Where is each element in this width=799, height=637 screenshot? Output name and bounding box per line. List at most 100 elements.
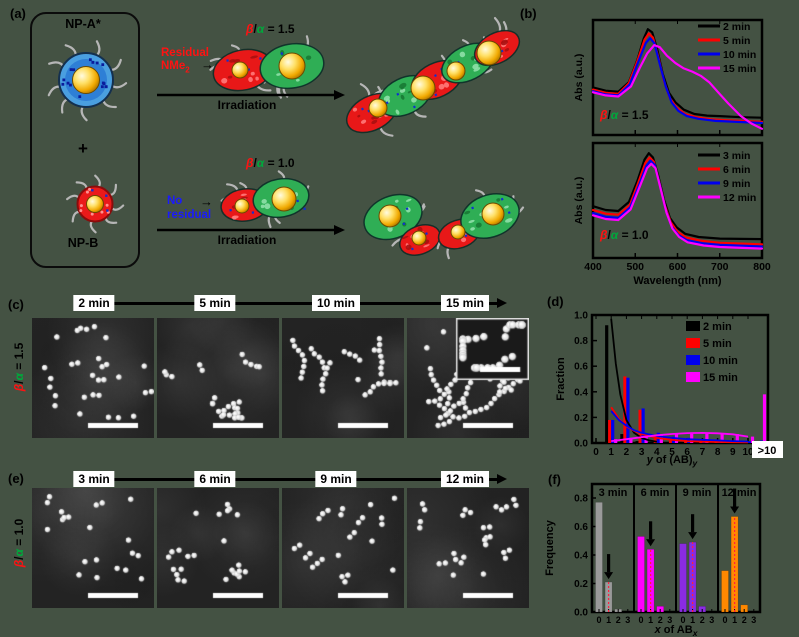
timeline-arrowhead-e-icon [497, 474, 507, 484]
legend-item: 10 min [723, 49, 756, 61]
gt10-box [752, 441, 783, 458]
panel-c-ratio-label: β/α = 1.5 [12, 342, 26, 392]
legend-item: 2 min [723, 21, 750, 33]
small-arrow-bottom-icon: → [200, 194, 213, 209]
y-tick-label: 0.4 [574, 387, 588, 398]
fit-curve [611, 431, 749, 442]
x-tick-label: 3 [639, 447, 645, 458]
x-tick-label: 4 [654, 447, 660, 458]
subpanel-title: 3 min [599, 487, 628, 499]
legend-item: 2 min [703, 321, 732, 333]
x-tick-label: 1 [690, 615, 695, 625]
bar [721, 570, 729, 613]
fit-curve [610, 410, 749, 443]
gold-core [278, 52, 306, 80]
plot-frame [590, 313, 770, 445]
absorbance-plot-top: 2 min 5 min 10 min 15 min Abs (a.u.) [573, 18, 764, 137]
y-axis-label: Abs (a.u.) [573, 54, 585, 102]
curve-12 min [591, 162, 764, 250]
x-tick-label: 7 [700, 447, 706, 458]
x-tick-label: 2 [742, 615, 747, 625]
tem-image-e-3min [32, 488, 154, 608]
x-tick-label: 3 [751, 615, 756, 625]
reactant-box [30, 12, 140, 268]
time-label-e-2: 6 min [194, 471, 236, 487]
y-tick-label: 0.8 [574, 336, 588, 347]
gold-core [86, 195, 104, 213]
x-tick-label: 0 [593, 447, 599, 458]
legend: 3 min 6 min 9 min 12 min [698, 150, 756, 204]
bars-2 min [605, 325, 639, 443]
x-axis-label: x of ABx [654, 624, 699, 637]
subpanel-title: 9 min [683, 487, 712, 499]
peak-arrowhead-icon [646, 539, 656, 547]
gold-core [481, 202, 505, 226]
time-label-c-2: 5 min [194, 295, 236, 311]
ratio-label-bottom: β/α = 1.0 [246, 156, 295, 170]
x-tick-label: 5 [669, 447, 675, 458]
legend-item: 9 min [723, 178, 750, 190]
small-arrow-top-icon: → [201, 57, 214, 72]
reaction-arrow-icon [334, 225, 345, 235]
plot-top-ratio-annotation: β/α = 1.5 [600, 108, 649, 122]
gold-core [271, 186, 297, 212]
plot-bottom-ratio-annotation: β/α = 1.0 [600, 228, 649, 242]
bar [688, 541, 697, 613]
tem-image-e-6min [157, 488, 279, 608]
x-tick-label: 400 [584, 261, 602, 273]
tem-image-c-15min [407, 318, 529, 438]
legend-item: 5 min [703, 338, 732, 350]
fit-curve [610, 318, 657, 443]
x-tick-label: 1 [732, 615, 737, 625]
y-tick-label: 0.6 [574, 522, 588, 533]
gold-core [410, 75, 436, 101]
curve-15 min [591, 43, 764, 130]
y-tick-label: 0.0 [574, 439, 588, 450]
x-tick-label: 6 [684, 447, 690, 458]
tem-image-e-12min [407, 488, 529, 608]
gold-core [450, 224, 466, 240]
x-tick-label: 3 [625, 615, 630, 625]
np-b-label: NP-B [67, 236, 99, 250]
panel-f-label: (f) [548, 472, 561, 487]
x-tick-label: 0 [596, 615, 601, 625]
panel-c-label: (c) [8, 297, 24, 312]
y-tick-label: 0.2 [574, 579, 588, 590]
gold-core [234, 198, 250, 214]
peak-arrowhead-icon [604, 572, 614, 580]
time-label-e-1: 3 min [73, 471, 115, 487]
x-tick-label: 700 [711, 261, 729, 273]
x-tick-label: 3 [667, 615, 672, 625]
gold-core [368, 98, 388, 118]
time-label-c-3: 10 min [311, 295, 361, 311]
x-tick-label: 500 [626, 261, 644, 273]
x-tick-label: 9 [730, 447, 736, 458]
legend: 2 min 5 min 10 min 15 min [698, 21, 756, 75]
time-label-e-4: 12 min [440, 471, 490, 487]
np-a-label: NP-A* [65, 17, 101, 31]
x-tick-label: 1 [606, 615, 611, 625]
gold-core [72, 66, 100, 94]
gold-core [476, 40, 502, 66]
reaction-arrow-icon [334, 90, 345, 100]
y-axis-label: Frequency [544, 519, 556, 576]
x-tick-label: 2 [624, 447, 630, 458]
y-axis-label: Abs (a.u.) [573, 177, 585, 225]
x-tick-label: 0 [638, 615, 643, 625]
x-tick-label: 0 [722, 615, 727, 625]
no-residual-line1: No [167, 195, 183, 207]
bar [679, 543, 687, 613]
legend-item: 10 min [703, 355, 738, 367]
x-tick-label: 600 [669, 261, 687, 273]
tem-image-c-5min [157, 318, 279, 438]
x-tick-label: 3 [709, 615, 714, 625]
subpanel-title: 6 min [641, 487, 670, 499]
fit-curve [610, 406, 749, 444]
peak-arrowhead-icon [730, 506, 740, 514]
peak-arrowhead-icon [688, 532, 698, 540]
subpanel-title: 12 min [722, 487, 757, 499]
legend-swatch [686, 338, 700, 348]
x-tick-label: 2 [658, 615, 663, 625]
panel-b-label: (b) [520, 6, 537, 21]
